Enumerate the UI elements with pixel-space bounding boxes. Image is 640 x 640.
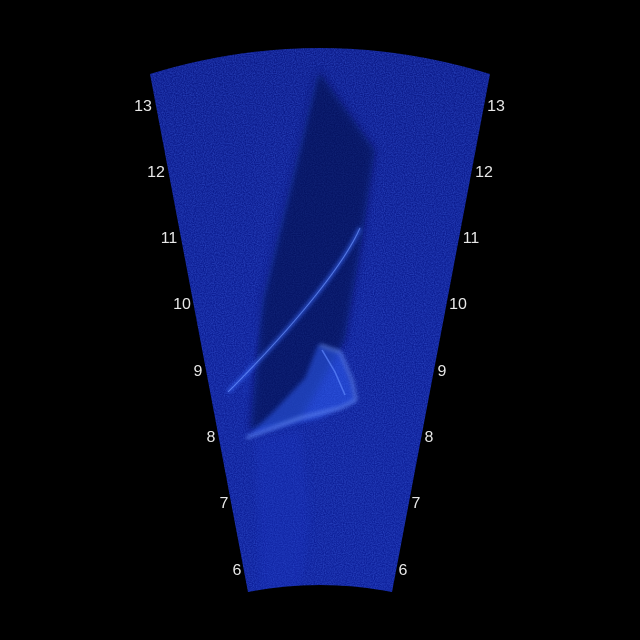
range-label-right-6: 6 <box>398 562 408 579</box>
range-label-right-11: 11 <box>462 230 480 247</box>
range-label-left-9: 9 <box>193 363 203 380</box>
shadow-region <box>250 70 375 430</box>
object-echo <box>246 345 355 438</box>
range-label-right-12: 12 <box>475 164 493 181</box>
faint-streak <box>244 69 319 396</box>
range-label-left-7: 7 <box>219 495 229 512</box>
range-label-right-10: 10 <box>449 296 467 313</box>
range-label-left-13: 13 <box>134 98 152 115</box>
range-label-left-8: 8 <box>206 429 216 446</box>
range-label-right-7: 7 <box>411 495 421 512</box>
range-label-right-8: 8 <box>424 429 434 446</box>
range-label-left-10: 10 <box>173 296 191 313</box>
lower-glow <box>255 430 310 590</box>
range-label-right-9: 9 <box>437 363 447 380</box>
range-label-left-6: 6 <box>232 562 242 579</box>
range-label-left-11: 11 <box>160 230 178 247</box>
range-label-left-12: 12 <box>147 164 165 181</box>
range-label-right-13: 13 <box>487 98 505 115</box>
